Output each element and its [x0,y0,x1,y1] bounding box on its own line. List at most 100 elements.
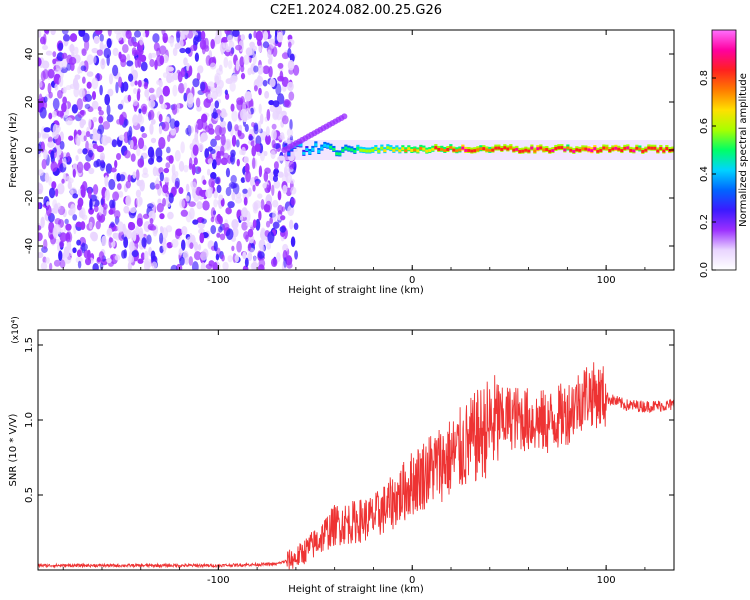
spectrogram-noise-cell [277,155,285,161]
snr-frame [37,329,675,571]
spectrogram-noise-cell [230,174,237,184]
spectrogram-noise-cell [48,262,53,270]
spectrogram-noise-cell [127,222,136,231]
spectrogram-noise-cell [92,133,99,142]
spectrogram-noise-cell [132,114,139,127]
spectrogram-noise-cell [45,257,50,264]
spectrogram-noise-cell [214,100,220,109]
spectrogram-signal-core [446,148,450,152]
spectrogram-signal-core [428,149,432,153]
spectrogram-noise-cell [86,71,94,77]
spectrogram-noise-cell [247,187,252,197]
spectrogram-noise-cell [50,161,58,173]
spectrogram-noise-cell [281,52,290,60]
spectrogram-noise-cell [134,80,138,86]
spectrogram-noise-cell [167,211,174,220]
spectrogram-signal-core [632,149,636,153]
spectrogram-noise-cell [275,83,282,96]
spectrogram-signal-core [617,147,621,151]
spectrogram-noise-cell [118,174,126,182]
spectrogram-noise-cell [118,191,124,198]
spectrogram-noise-cell [202,200,210,211]
spectrogram-noise-cell [284,171,289,178]
spectrogram-noise-cell [57,183,65,195]
spectrogram-noise-cell [41,60,50,69]
spectrogram-signal-core [380,146,384,150]
spectrogram-noise-cell [57,89,63,99]
spectrogram-signal-core [350,148,354,152]
spectrogram-noise-cell [68,135,74,141]
spectrogram-noise-cell [172,84,178,97]
spectrogram-noise-cell [183,164,189,173]
spectrogram-noise-cell [159,213,165,220]
spectrogram-noise-cell [127,261,133,270]
spectrogram-noise-cell [74,74,81,80]
spectrogram-noise-cell [180,67,186,78]
spectrogram-noise-cell [91,100,99,110]
spectrogram-noise-cell [283,98,291,107]
spectrogram-noise-cell [216,67,224,76]
spectrogram-noise-cell [213,241,218,252]
spectrogram-noise-cell [162,197,167,207]
spectrogram-noise-cell [99,152,106,162]
spectrogram-noise-cell [196,201,203,210]
spectrogram-signal-core [521,149,525,153]
spectrogram-noise-cell [65,234,71,242]
spectrogram-signal-core [476,148,480,152]
spectrogram-noise-cell [265,134,271,145]
spectrogram-noise-cell [244,257,249,268]
spectrogram-noise-cell [88,167,95,175]
spectrogram-signal-core [404,149,408,153]
spectrogram-signal-core [611,147,615,151]
spectrogram-noise-cell [137,158,145,168]
spectrogram-noise-cell [112,191,120,201]
spectrogram-signal-core [644,148,648,152]
spectrogram-signal-core [572,149,576,153]
spectrogram-noise-cell [277,135,286,141]
spectrogram-noise-cell [216,150,221,159]
spectrogram-signal-core [545,148,549,152]
spectrogram-noise-cell [199,134,205,143]
spectrogram-noise-cell [191,181,197,193]
spectrogram-noise-cell [190,44,198,52]
spectrogram-noise-cell [172,47,178,57]
spectrogram-noise-cell [122,81,129,92]
spectrogram-noise-cell [98,110,104,116]
spectrogram-noise-cell [216,213,222,223]
spectrogram-noise-cell [256,39,262,47]
spectrogram-noise-cell [99,84,103,96]
spectrogram-noise-cell [231,110,238,122]
spectrogram-noise-cell [105,163,113,174]
spectrogram-signal-core [431,147,435,151]
spectrogram-signal-core [422,147,426,151]
spectrogram-noise-cell [231,192,236,201]
spectrogram-noise-cell [259,244,265,254]
spectrogram-noise-cell [201,113,208,123]
spectrogram-noise-cell [176,31,181,43]
spectrogram-noise-cell [81,76,86,84]
spectrogram-noise-cell [135,169,140,181]
spectrogram-signal-core [362,149,366,153]
spectrogram-signal-core [533,149,537,153]
spectrogram-y-tick-label: 40 [24,48,35,61]
spectrogram-noise-cell [155,147,163,159]
spectrogram-noise-cell [253,124,259,135]
spectrogram-signal-core [287,152,291,156]
spectrogram-noise-cell [171,238,179,248]
spectrogram-noise-cell [123,236,129,249]
spectrogram-noise-cell [136,217,143,227]
spectrogram-noise-cell [126,60,134,67]
spectrogram-noise-cell [234,254,239,263]
spectrogram-noise-cell [168,154,174,164]
spectrogram-noise-cell [287,81,294,92]
spectrogram-noise-cell [59,259,66,269]
spectrogram-noise-cell [139,54,147,63]
spectrogram-noise-cell [165,162,171,169]
spectrogram-x-tick-label: 0 [409,275,415,286]
spectrogram-noise-cell [58,250,63,262]
spectrogram-noise-cell [227,60,233,70]
spectrogram-noise-cell [224,30,231,35]
spectrogram-noise-cell [112,47,119,57]
spectrogram-noise-cell [125,180,131,189]
spectrogram-noise-cell [62,34,71,42]
